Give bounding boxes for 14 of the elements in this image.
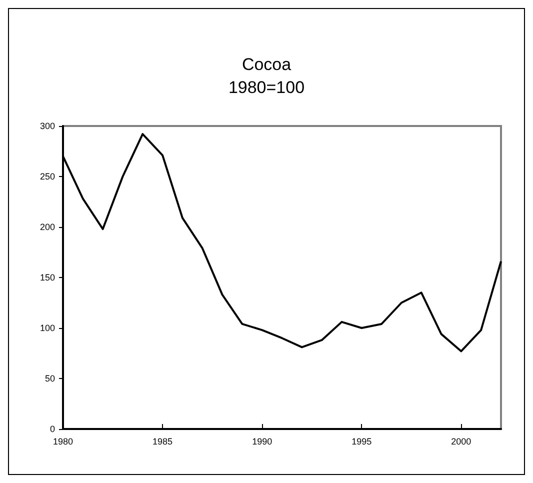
chart-subtitle: 1980=100: [228, 78, 305, 97]
y-tick-label: 250: [40, 172, 55, 182]
x-tick-label: 1985: [152, 436, 173, 446]
x-tick-label: 1990: [252, 436, 272, 446]
y-tick-label: 50: [44, 374, 55, 384]
y-tick-label: 100: [40, 323, 55, 333]
x-tick-label: 1995: [352, 436, 372, 446]
y-tick-label: 200: [40, 222, 55, 232]
y-tick-label: 0: [50, 424, 55, 434]
chart-title: Cocoa: [242, 55, 292, 74]
y-tick-label: 150: [40, 272, 55, 282]
x-tick-label: 1980: [52, 436, 74, 446]
y-tick-label: 300: [40, 121, 55, 131]
x-tick-label: 2000: [451, 436, 472, 446]
